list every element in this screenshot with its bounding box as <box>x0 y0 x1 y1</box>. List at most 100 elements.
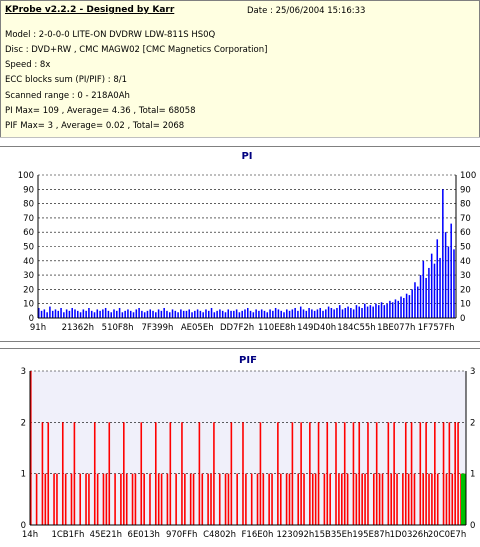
data-bar <box>207 310 210 318</box>
data-bar <box>53 473 55 525</box>
data-bar <box>367 422 369 525</box>
pi-stats-line: PI Max= 109 , Average= 4.36 , Total= 680… <box>5 106 196 116</box>
data-bar <box>283 312 285 318</box>
y-tick-label-left: 10 <box>23 300 34 310</box>
data-bar <box>127 309 129 318</box>
data-bar <box>96 473 99 525</box>
x-tick-label: 184C55h <box>337 323 375 333</box>
data-bar <box>131 473 134 525</box>
data-bar <box>125 473 128 525</box>
data-bar <box>160 473 163 525</box>
data-bar <box>207 473 209 525</box>
data-bar <box>110 312 112 318</box>
data-bar <box>85 473 87 525</box>
data-bar <box>149 309 151 318</box>
data-bar <box>433 263 436 318</box>
data-bar <box>230 310 232 318</box>
data-bar <box>213 422 215 525</box>
data-bar <box>355 305 358 318</box>
data-bar <box>266 312 269 318</box>
data-bar <box>457 422 459 525</box>
data-bar <box>224 312 227 318</box>
data-bar <box>227 473 230 525</box>
data-bar <box>326 422 329 525</box>
y-tick-label-right: 2 <box>470 418 475 428</box>
y-tick-label-left: 30 <box>23 271 34 281</box>
data-bar <box>288 473 291 525</box>
scan-date: Date : 25/06/2004 15:16:33 <box>247 6 366 16</box>
data-bar <box>387 422 390 525</box>
y-tick-label-left: 3 <box>21 367 26 377</box>
data-bar <box>285 473 288 525</box>
data-bar <box>358 306 360 318</box>
y-tick-label-right: 60 <box>460 228 471 238</box>
data-bar <box>108 422 111 525</box>
data-bar <box>182 310 185 318</box>
data-bar <box>311 309 313 318</box>
data-bar <box>46 312 48 318</box>
data-bar <box>140 422 143 525</box>
data-bar <box>336 307 338 318</box>
data-bar <box>174 310 177 318</box>
model-line: Model : 2-0-0-0 LITE-ON DVDRW LDW-811S H… <box>5 30 216 40</box>
data-bar <box>397 300 400 318</box>
x-tick-label: 1BE077h <box>377 323 415 333</box>
data-bar <box>372 473 375 525</box>
data-bar <box>386 303 388 318</box>
data-bar <box>308 307 310 318</box>
data-bar <box>43 309 46 318</box>
panel-separator <box>0 137 480 147</box>
y-tick-label-left: 1 <box>21 470 26 480</box>
data-bar <box>280 310 282 318</box>
data-bar <box>51 310 54 318</box>
y-tick-label-right: 10 <box>460 300 471 310</box>
data-bar <box>364 473 366 525</box>
data-bar <box>236 473 238 525</box>
data-bar <box>322 310 324 318</box>
y-tick-label-right: 0 <box>470 521 475 531</box>
data-bar <box>333 309 335 318</box>
data-bar <box>347 306 349 318</box>
y-tick-label-right: 1 <box>470 470 475 480</box>
data-bar <box>166 310 168 318</box>
data-bar <box>436 473 439 525</box>
data-bar <box>230 422 233 525</box>
data-bar <box>185 310 188 318</box>
data-bar <box>272 310 274 318</box>
data-bar <box>352 422 355 525</box>
data-bar <box>85 310 87 318</box>
data-bar <box>60 307 62 318</box>
data-bar <box>299 306 302 318</box>
y-tick-label-right: 3 <box>470 367 475 377</box>
data-bar <box>402 473 404 525</box>
data-bar <box>107 310 110 318</box>
data-bar <box>82 309 85 318</box>
data-bar <box>350 307 352 318</box>
x-tick-label: 15B35Eh <box>314 530 352 540</box>
data-bar <box>361 307 363 318</box>
data-bar <box>313 310 316 318</box>
data-bar <box>451 473 454 525</box>
data-bar <box>413 473 416 525</box>
data-bar <box>346 473 349 525</box>
data-bar <box>192 473 195 525</box>
range-line: Scanned range : 0 - 218A0Ah <box>5 91 130 101</box>
data-bar <box>411 289 413 318</box>
data-bar <box>431 473 433 525</box>
data-bar <box>269 309 271 318</box>
y-tick-label-left: 0 <box>21 521 26 531</box>
y-tick-label-right: 100 <box>460 171 476 181</box>
x-tick-label: 7F399h <box>141 323 173 333</box>
data-bar <box>335 422 337 525</box>
x-tick-label: 21362h <box>62 323 94 333</box>
data-bar <box>305 310 308 318</box>
y-tick-label-left: 60 <box>23 228 34 238</box>
data-bar <box>149 473 151 525</box>
y-tick-label-left: 70 <box>23 214 34 224</box>
data-bar <box>132 312 135 318</box>
data-bar <box>380 302 383 318</box>
speed-line: Speed : 8x <box>5 60 51 70</box>
data-bar <box>271 473 273 525</box>
data-bar <box>425 277 427 318</box>
x-tick-label: 1D0326h <box>390 530 429 540</box>
